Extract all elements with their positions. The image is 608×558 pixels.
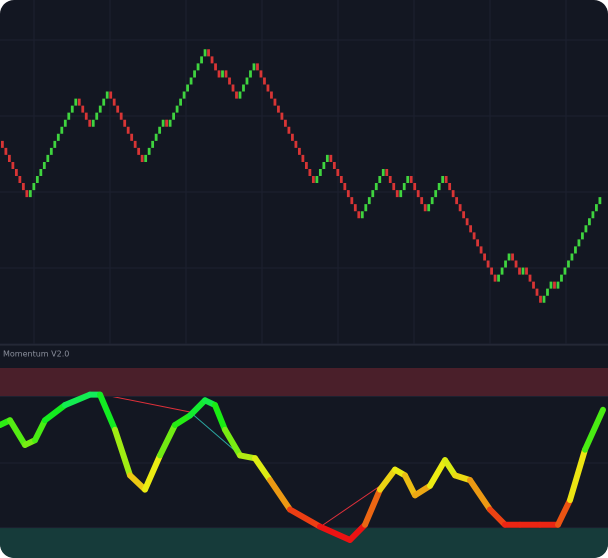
divergence-line <box>319 485 381 528</box>
renko-run <box>329 154 361 219</box>
renko-run <box>224 70 238 99</box>
renko-run <box>168 49 207 127</box>
momentum-segment <box>555 497 573 528</box>
renko-run <box>525 267 542 303</box>
renko-run <box>444 176 497 282</box>
renko-run <box>511 253 521 275</box>
renko-run <box>77 98 92 127</box>
renko-run <box>553 281 556 289</box>
momentum-segment <box>142 452 163 493</box>
renko-run <box>221 70 224 78</box>
renko-run <box>497 253 511 282</box>
momentum-segment <box>112 426 133 479</box>
momentum-segment <box>402 472 418 499</box>
momentum-segment <box>362 486 383 528</box>
renko-run <box>556 197 602 289</box>
renko-run <box>360 168 385 219</box>
renko-run <box>427 176 445 212</box>
momentum-segment <box>377 466 398 493</box>
momentum-segment <box>157 422 178 459</box>
renko-run <box>91 91 109 127</box>
momentum-segment <box>317 523 353 543</box>
divergence-line <box>189 411 241 456</box>
renko-run <box>109 91 144 162</box>
zone <box>0 368 608 397</box>
renko-run <box>238 63 256 99</box>
momentum-segment <box>127 472 148 493</box>
momentum-segment <box>252 455 273 484</box>
momentum-segment <box>347 521 368 543</box>
renko-run <box>315 154 329 184</box>
renko-run <box>207 49 221 78</box>
momentum-segment <box>97 391 118 433</box>
renko-run <box>409 176 427 212</box>
indicator-title: Momentum V2.0 <box>3 350 69 359</box>
momentum-segment <box>187 397 208 419</box>
momentum-segment <box>487 506 508 528</box>
momentum-segment <box>267 477 293 513</box>
renko-run <box>399 176 410 198</box>
zone <box>0 527 608 558</box>
momentum-segment <box>32 417 48 444</box>
renko-run <box>28 98 78 198</box>
momentum-segment <box>467 477 493 513</box>
momentum-segment <box>212 402 228 433</box>
grid <box>0 0 608 345</box>
momentum-segment <box>442 457 458 479</box>
renko-run <box>256 63 315 184</box>
renko-run <box>542 281 553 303</box>
renko-run <box>385 168 399 198</box>
renko-run <box>1 140 29 198</box>
renko-run <box>144 119 165 162</box>
momentum-segment <box>62 391 93 409</box>
renko-run <box>165 119 169 127</box>
momentum-segment <box>42 402 68 424</box>
momentum-segment <box>287 506 323 530</box>
renko-run <box>521 267 525 275</box>
momentum-segment <box>222 426 243 459</box>
momentum-segment <box>582 406 606 453</box>
momentum-segment <box>7 417 28 448</box>
momentum-segment <box>567 446 588 504</box>
momentum-segment <box>427 457 448 489</box>
